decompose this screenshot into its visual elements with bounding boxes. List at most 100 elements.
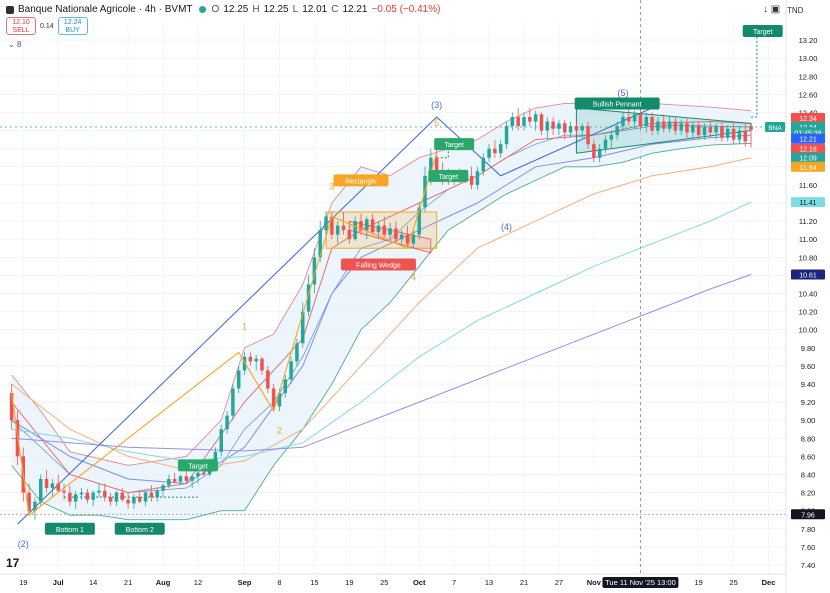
annotation-label: Bottom 1 — [56, 527, 84, 534]
sell-button[interactable]: 12.10 SELL — [6, 17, 36, 35]
candle-body — [301, 311, 305, 344]
candle-body — [97, 490, 101, 493]
price-axis-tag — [791, 197, 825, 208]
trade-panel: 12.10 SELL 0.14 12.24 BUY — [6, 17, 88, 35]
close-label: C — [331, 4, 339, 15]
tradingview-logo-icon[interactable]: 17 — [6, 556, 20, 570]
indicators-toggle[interactable]: ⌄ 8 — [8, 40, 22, 49]
bollinger-fill — [11, 98, 752, 520]
time-tick-label: 12 — [194, 578, 202, 587]
buy-label: BUY — [65, 27, 80, 34]
time-tick-label: 7 — [452, 578, 456, 587]
candle-body — [85, 492, 90, 500]
candle-body — [708, 126, 713, 133]
price-tick-label: 11.20 — [799, 217, 817, 226]
candle-body — [539, 114, 544, 131]
candle-body — [33, 501, 37, 511]
candle-body — [132, 497, 136, 504]
price-tick-label: 7.80 — [801, 525, 816, 534]
candle-body — [411, 234, 416, 244]
candle-body — [702, 126, 707, 136]
annotation-tag — [177, 459, 218, 472]
camera-icon[interactable]: ▣ — [770, 4, 781, 15]
candle-body — [347, 230, 352, 240]
candle-body — [56, 483, 60, 491]
candle-body — [551, 121, 555, 129]
target-projection-line — [751, 31, 758, 118]
elliott-wave: 1 2 3 4 5 (2) (3) (4) (5) — [11, 88, 628, 549]
price-tick-label: 11.60 — [799, 181, 817, 190]
candle-body — [475, 171, 480, 185]
time-tick-label: 21 — [124, 578, 132, 587]
candle-body — [219, 429, 223, 452]
annotation-tag — [44, 522, 95, 535]
price-axis-tag — [791, 509, 825, 520]
candle-body — [592, 144, 596, 158]
candle-body — [108, 497, 113, 502]
price-tick-label: 7.40 — [801, 561, 816, 570]
price-tick-label: 9.20 — [801, 398, 816, 407]
price-axis-tag-label: 11.41 — [800, 200, 817, 207]
candle-body — [545, 121, 550, 131]
candle-body — [91, 492, 95, 500]
annotation-label: Target — [753, 29, 773, 36]
price-tick-label: 13.20 — [799, 36, 818, 45]
price-axis-tag — [791, 143, 825, 154]
candle-body — [277, 393, 282, 407]
elliott-wave-label: (5) — [617, 88, 628, 98]
pattern-annotations: Bottom 1 Bottom 2 Target Rectangle Falling W… — [44, 25, 783, 535]
price-tick-label: 8.80 — [801, 434, 816, 443]
price-axis-tag — [791, 152, 825, 163]
chevron-down-icon[interactable]: ↓ — [763, 4, 768, 15]
candle-body — [376, 225, 381, 232]
candle-body — [638, 114, 643, 127]
price-axis-tag — [791, 133, 825, 144]
price-axis-tag-label: 12.21 — [799, 137, 817, 144]
buy-button[interactable]: 12.24 BUY — [57, 17, 88, 35]
time-tick-label: 21 — [520, 578, 528, 587]
candle-body — [50, 483, 55, 489]
price-tick-label: 7.60 — [801, 543, 816, 552]
candle-body — [15, 420, 20, 457]
candle-body — [353, 221, 357, 240]
time-tick-label: 19 — [19, 578, 27, 587]
candle-body — [359, 221, 363, 231]
annotation-label: Target — [439, 174, 459, 181]
candle-body — [615, 126, 619, 136]
time-tick-label: Nov — [587, 578, 602, 587]
candle-body — [266, 370, 270, 389]
symbol-price-tag-label: BNA — [768, 125, 782, 132]
candle-body — [196, 472, 200, 477]
candle-body — [9, 393, 14, 421]
candle-body — [481, 157, 485, 172]
candle-body — [667, 121, 672, 129]
crosshair-time-label: Tue 11 Nov '25 13:00 — [605, 578, 676, 587]
candle-body — [324, 216, 328, 231]
candle-body — [417, 207, 421, 235]
candle-body — [248, 356, 253, 362]
candle-body — [621, 117, 625, 127]
time-tick-label: Sep — [238, 578, 252, 587]
candle-body — [114, 492, 119, 502]
price-axis-tag — [791, 161, 825, 172]
symbol-title[interactable]: Banque Nationale Agricole · 4h · BVMT — [18, 4, 193, 15]
candle-body — [231, 388, 235, 416]
price-tick-label: 12.60 — [799, 90, 818, 99]
time-tick-label: 13 — [485, 578, 493, 587]
candle-body — [167, 478, 171, 486]
candle-body — [493, 148, 497, 154]
currency-label[interactable]: TND — [787, 6, 804, 15]
time-tick-label: 25 — [380, 578, 388, 587]
crosshair-time-box — [602, 577, 679, 588]
candle-body — [557, 123, 561, 129]
candle-body — [335, 225, 340, 235]
candle-body — [370, 219, 375, 232]
candle-body — [522, 117, 526, 127]
candle-body — [341, 225, 346, 231]
candle-body — [330, 216, 334, 235]
candle-body — [469, 175, 474, 185]
candle-body — [533, 114, 538, 122]
candle-body — [143, 492, 148, 502]
